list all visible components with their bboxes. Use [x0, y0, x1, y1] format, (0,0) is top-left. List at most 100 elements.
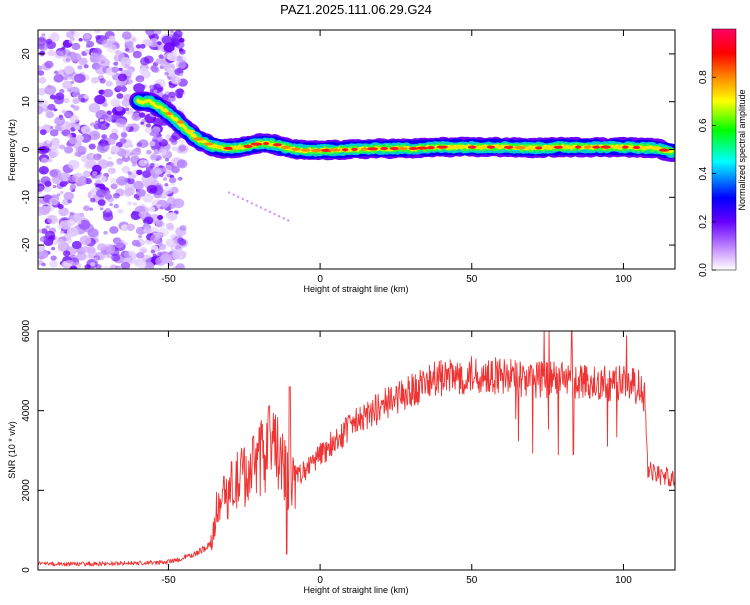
- noise-speck: [110, 177, 118, 184]
- noise-speck: [141, 248, 147, 254]
- colorbar-gradient: [711, 28, 737, 271]
- noise-speck: [154, 167, 164, 175]
- noise-speck: [59, 88, 65, 94]
- noise-speck: [59, 220, 72, 230]
- noise-speck: [78, 57, 88, 66]
- noise-speck: [83, 205, 90, 212]
- noise-speck: [138, 234, 143, 239]
- noise-speck: [171, 166, 180, 174]
- ridge-peak: [389, 146, 400, 151]
- bottom-y-axis-label: SNR (10 * v/v): [7, 421, 17, 479]
- ridge-peak: [600, 145, 611, 149]
- noise-speck: [69, 114, 80, 123]
- noise-speck: [109, 203, 114, 207]
- y-tick-label: -10: [21, 190, 32, 205]
- streak-dot: [232, 193, 235, 196]
- noise-speck: [142, 193, 154, 203]
- noise-speck: [53, 108, 58, 112]
- noise-speck: [158, 148, 167, 156]
- noise-speck: [58, 207, 69, 217]
- noise-speck: [74, 152, 80, 157]
- noise-speck: [59, 144, 66, 150]
- ridge-peak: [223, 146, 235, 151]
- noise-speck: [142, 38, 151, 46]
- noise-speck: [59, 230, 64, 234]
- noise-speck: [105, 80, 113, 87]
- y-tick-label: 4000: [21, 399, 32, 422]
- noise-speck: [83, 34, 91, 40]
- ridge-peak: [280, 145, 291, 149]
- noise-speck: [67, 159, 80, 170]
- noise-speck: [75, 134, 84, 142]
- noise-speck: [49, 197, 59, 206]
- x-tick-label: 100: [615, 274, 632, 285]
- noise-speck: [144, 216, 154, 225]
- noise-speck: [146, 184, 158, 194]
- noise-speck: [49, 94, 56, 100]
- noise-speck: [68, 39, 74, 44]
- noise-speck: [65, 31, 75, 39]
- y-tick-label: 20: [21, 48, 32, 60]
- noise-speck: [163, 256, 173, 265]
- noise-speck: [124, 63, 131, 69]
- noise-speck: [132, 50, 142, 59]
- ridge-peak: [592, 145, 601, 149]
- noise-speck: [102, 209, 113, 218]
- x-tick-label: 100: [615, 575, 632, 586]
- top-y-axis-label: Frequency (Hz): [7, 119, 17, 181]
- noise-speck: [150, 129, 160, 137]
- noise-speck: [155, 58, 163, 65]
- noise-speck: [88, 103, 101, 113]
- noise-speck: [45, 230, 56, 240]
- noise-speck: [124, 107, 130, 112]
- noise-speck: [78, 38, 83, 42]
- noise-speck: [146, 149, 152, 155]
- snr-line: [38, 331, 675, 567]
- noise-speck: [53, 74, 64, 83]
- noise-speck: [115, 85, 122, 91]
- noise-speck: [38, 185, 44, 191]
- noise-speck: [159, 206, 164, 210]
- noise-speck: [44, 85, 57, 95]
- ridge-peak: [514, 146, 527, 150]
- noise-speck: [120, 86, 128, 92]
- ridge-peak: [243, 144, 253, 148]
- noise-speck: [72, 97, 80, 104]
- noise-speck: [178, 239, 187, 246]
- ridge-peak: [272, 143, 282, 147]
- ridge-peak: [360, 147, 368, 151]
- ridge-peak: [250, 142, 263, 146]
- noise-speck: [150, 249, 156, 254]
- noise-speck: [115, 52, 125, 61]
- noise-speck: [88, 130, 101, 141]
- noise-speck: [158, 54, 164, 59]
- noise-speck: [178, 48, 184, 52]
- noise-speck: [176, 248, 182, 253]
- streak-dot: [259, 206, 263, 209]
- noise-speck: [105, 207, 111, 213]
- noise-speck: [140, 57, 150, 66]
- noise-speck: [137, 78, 143, 83]
- noise-speck: [52, 185, 57, 189]
- colorbar-tick-label: 0.6: [698, 118, 709, 132]
- ridge-peak: [447, 145, 457, 149]
- noise-speck: [80, 133, 92, 143]
- noise-speck: [149, 88, 155, 93]
- noise-speck: [136, 252, 145, 259]
- noise-speck: [117, 208, 124, 214]
- ridge-peak: [543, 146, 555, 150]
- noise-speck: [63, 65, 75, 75]
- snr-panel: -50 0 50 100 0 2000 4000 6000 Height of straigh…: [7, 319, 676, 595]
- noise-speck: [84, 49, 90, 54]
- noise-speck: [165, 67, 177, 77]
- noise-speck: [81, 245, 90, 253]
- noise-speck: [141, 254, 152, 264]
- noise-speck: [101, 134, 108, 139]
- noise-speck: [74, 76, 80, 81]
- x-tick-label: 0: [317, 274, 323, 285]
- noise-speck: [55, 92, 65, 101]
- x-tick-label: -50: [161, 575, 176, 586]
- noise-speck: [64, 146, 74, 154]
- noise-speck: [90, 174, 97, 179]
- noise-speck: [71, 240, 82, 250]
